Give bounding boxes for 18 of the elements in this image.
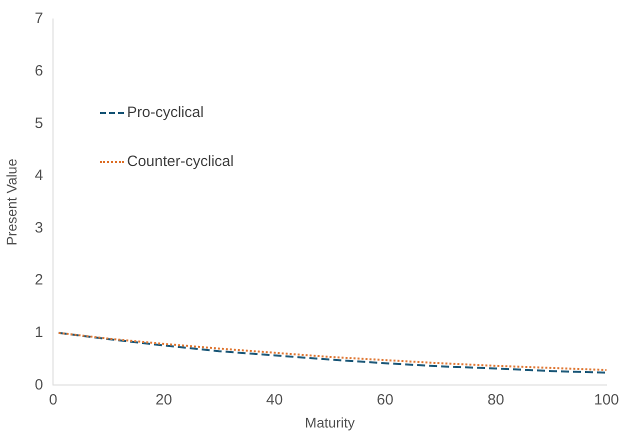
legend-label: Pro-cyclical [127,104,204,121]
y-tick-label: 6 [34,62,44,80]
y-tick-label: 7 [34,10,44,28]
y-tick-label: 1 [34,324,44,342]
x-tick-label: 40 [266,391,283,408]
x-tick-label: 100 [594,391,619,408]
x-axis-title: Maturity [304,414,355,430]
y-tick-label: 0 [34,376,44,394]
legend-label: Counter-cyclical [127,153,234,170]
x-tick-label: 80 [487,391,504,408]
y-tick-label: 3 [34,219,44,236]
x-tick-label: 0 [48,391,58,408]
y-axis-title: Present Value [3,158,20,246]
x-tick-label: 60 [376,391,394,408]
y-tick-label: 4 [34,167,44,184]
y-tick-label: 5 [34,114,44,132]
x-tick-label: 20 [155,391,172,408]
y-tick-label: 2 [34,272,44,289]
